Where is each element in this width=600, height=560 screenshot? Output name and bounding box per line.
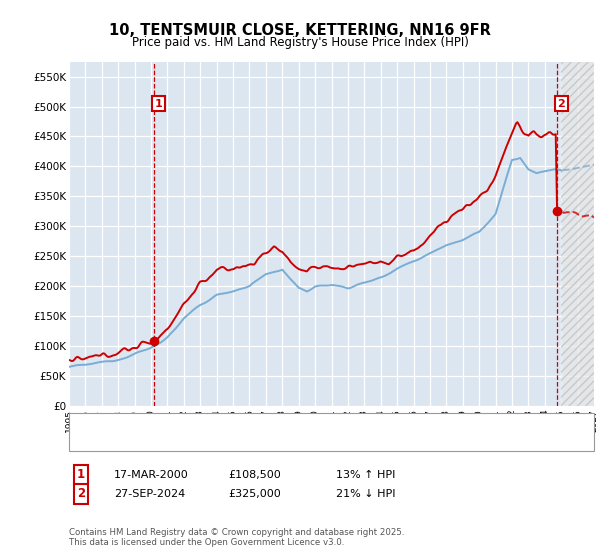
Text: £325,000: £325,000 [228,489,281,499]
Text: HPI: Average price, detached house, North Northamptonshire: HPI: Average price, detached house, Nort… [114,435,434,445]
Text: 10, TENTSMUIR CLOSE, KETTERING, NN16 9FR (detached house): 10, TENTSMUIR CLOSE, KETTERING, NN16 9FR… [114,418,449,428]
Text: 2: 2 [557,99,565,109]
Text: 27-SEP-2024: 27-SEP-2024 [114,489,185,499]
Text: 1: 1 [155,99,163,109]
Text: 13% ↑ HPI: 13% ↑ HPI [336,470,395,480]
Text: £108,500: £108,500 [228,470,281,480]
Text: Price paid vs. HM Land Registry's House Price Index (HPI): Price paid vs. HM Land Registry's House … [131,36,469,49]
Text: 17-MAR-2000: 17-MAR-2000 [114,470,189,480]
Text: 1: 1 [77,468,85,482]
Text: ——: —— [78,417,95,431]
Bar [561,46,594,406]
Text: Contains HM Land Registry data © Crown copyright and database right 2025.
This d: Contains HM Land Registry data © Crown c… [69,528,404,547]
Text: 10, TENTSMUIR CLOSE, KETTERING, NN16 9FR: 10, TENTSMUIR CLOSE, KETTERING, NN16 9FR [109,24,491,38]
Text: 2: 2 [77,487,85,501]
Text: ——: —— [78,433,95,447]
Text: —: — [78,416,87,431]
Bar [561,62,594,406]
Text: 21% ↓ HPI: 21% ↓ HPI [336,489,395,499]
